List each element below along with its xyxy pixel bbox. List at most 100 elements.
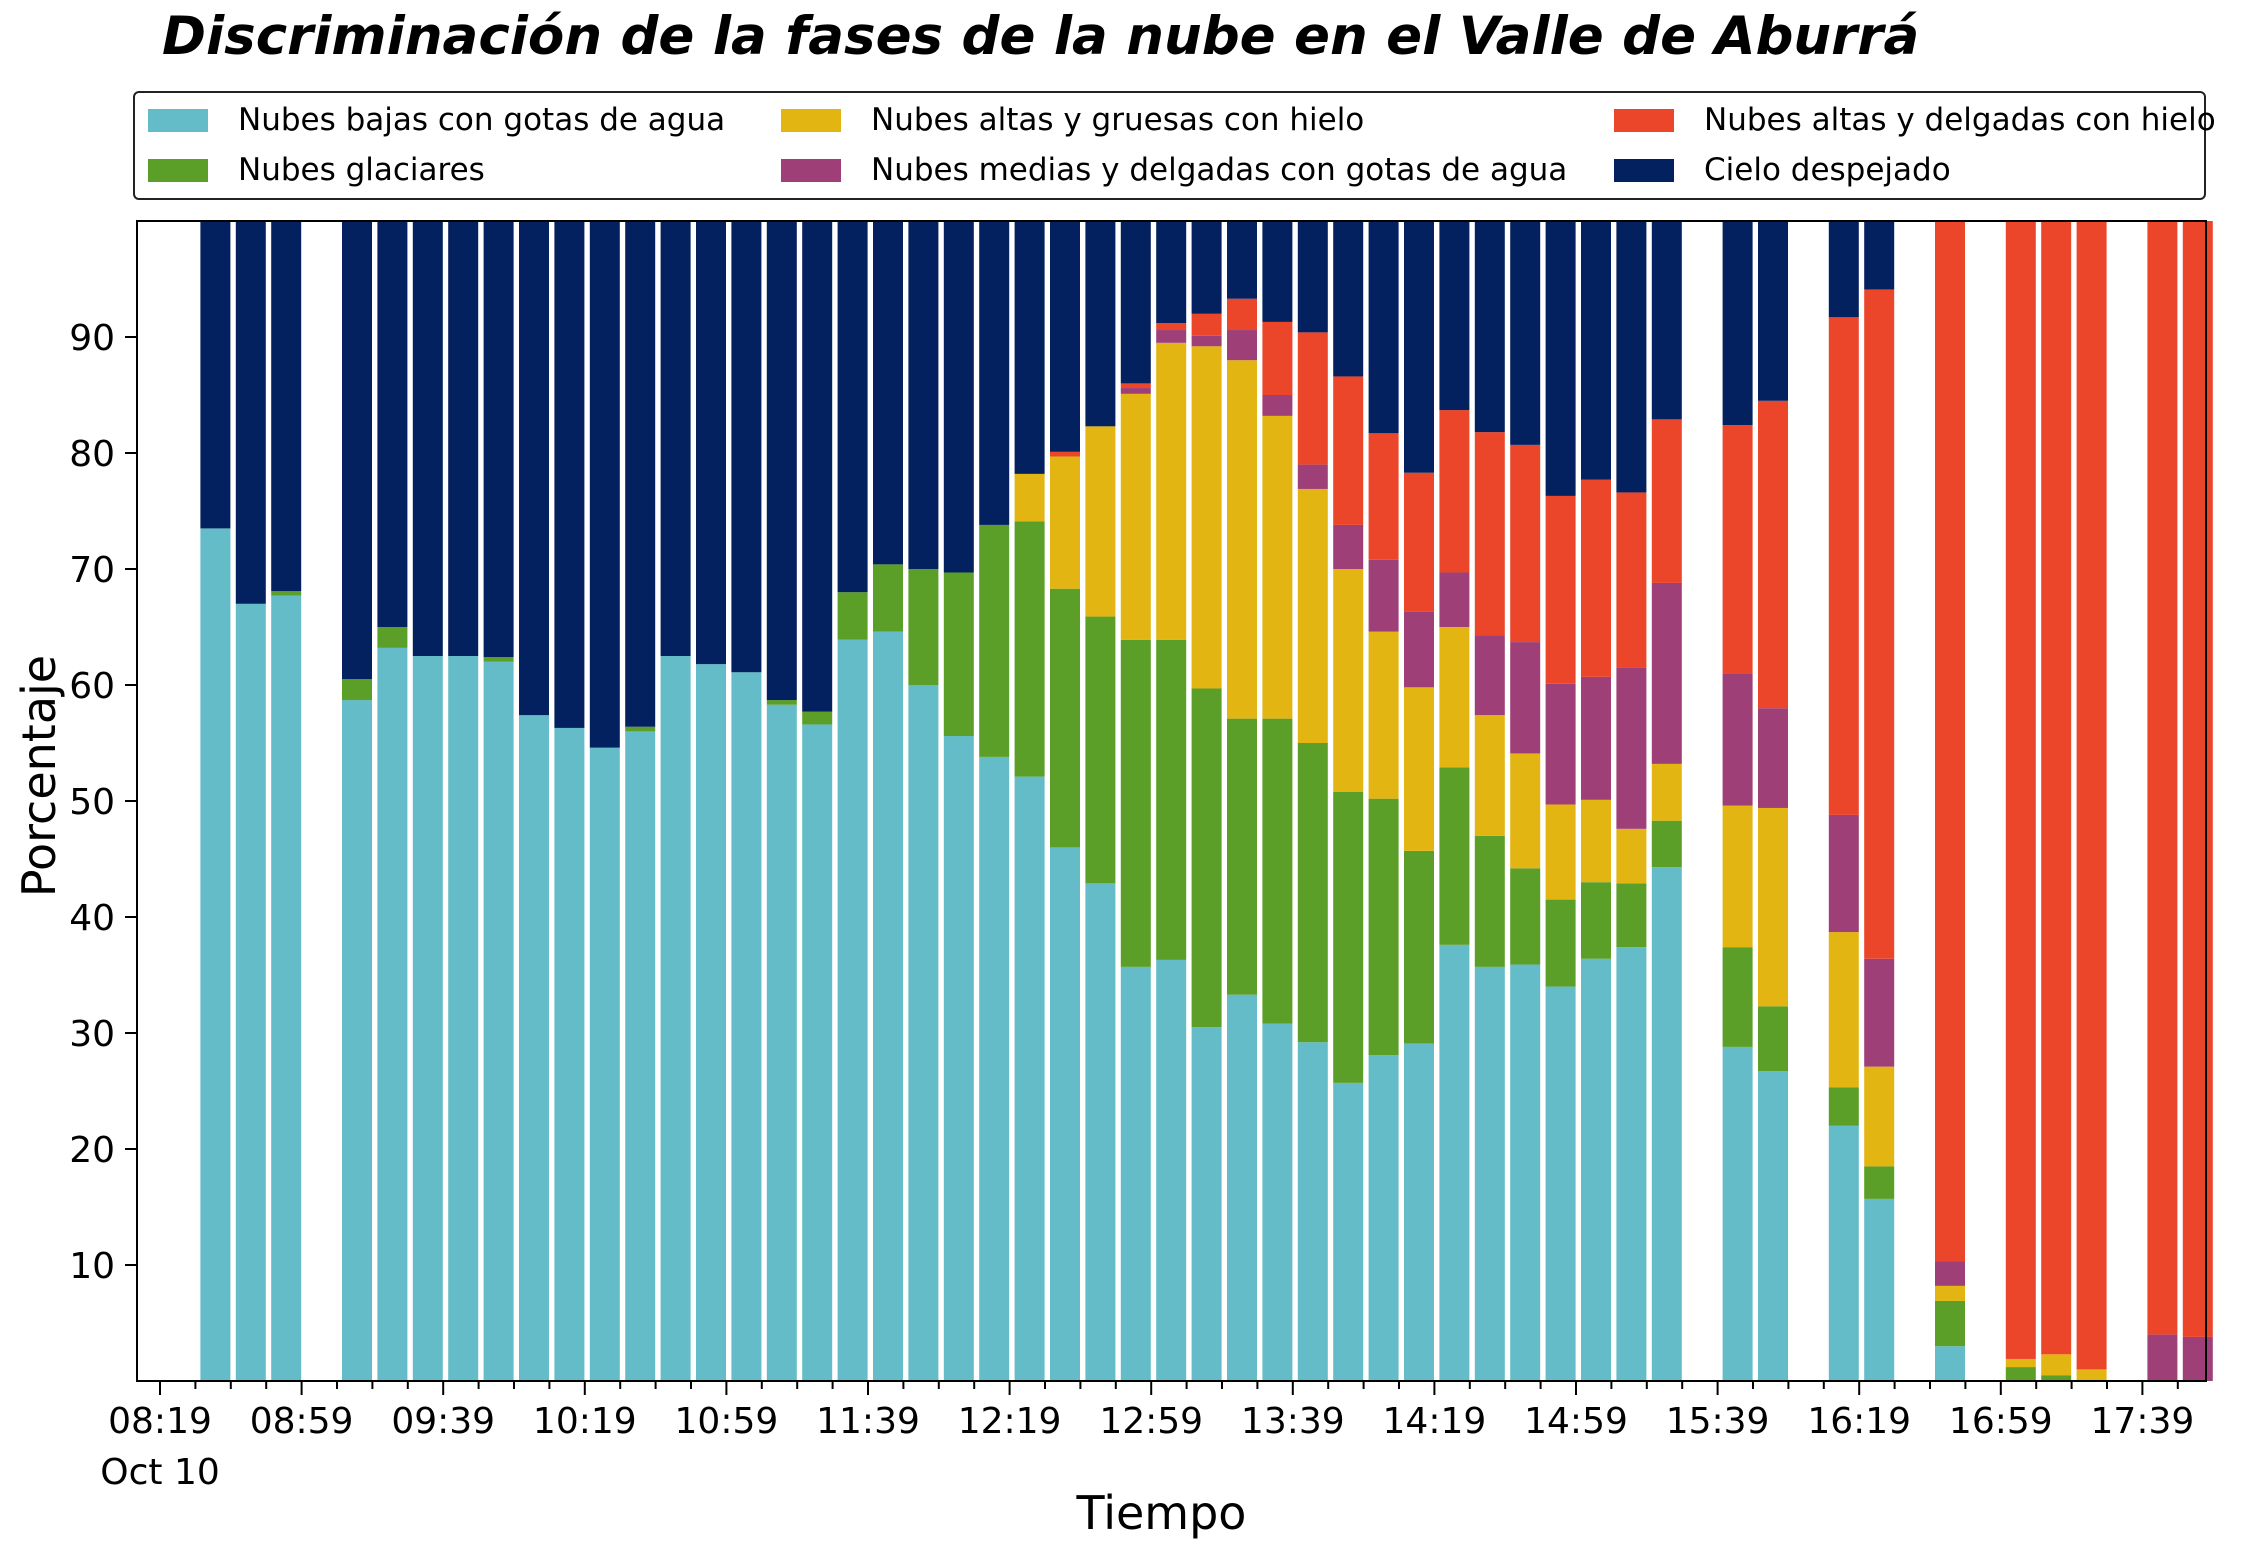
bar-segment bbox=[448, 221, 479, 656]
bar-segment bbox=[483, 657, 514, 662]
bar-segment bbox=[1368, 221, 1399, 434]
bar-segment bbox=[554, 727, 585, 1381]
bar-segment bbox=[979, 756, 1010, 1381]
bar-segment bbox=[1156, 221, 1187, 324]
bar-segment bbox=[2005, 1367, 2036, 1381]
bar-segment bbox=[1156, 959, 1187, 1381]
bar-segment bbox=[873, 631, 903, 1381]
legend-label: Nubes altas y gruesas con hielo bbox=[871, 102, 1365, 138]
bar-segment bbox=[1439, 221, 1470, 411]
bar-segment bbox=[1545, 899, 1576, 987]
bar-segment bbox=[377, 627, 408, 648]
x-tick-label: 14:59 bbox=[1524, 1401, 1628, 1442]
bar-segment bbox=[1828, 932, 1859, 1088]
bar-segment bbox=[2041, 1375, 2072, 1381]
bar-segment bbox=[802, 711, 833, 725]
bar-segment bbox=[2182, 1336, 2213, 1381]
x-tick-label: 13:39 bbox=[1241, 1401, 1345, 1442]
bar-segment bbox=[1368, 559, 1399, 632]
bar-segment bbox=[271, 595, 302, 1381]
bar-segment bbox=[1545, 804, 1576, 900]
bar-segment bbox=[1581, 799, 1611, 883]
y-axis: 10 20 30 40 50 60 70 80 90 bbox=[69, 318, 137, 1287]
bar-segment bbox=[1864, 221, 1895, 290]
legend-label: Cielo despejado bbox=[1704, 152, 1951, 188]
bar-segment bbox=[1864, 1066, 1895, 1167]
bar-segment bbox=[1581, 958, 1611, 1381]
bar-segment bbox=[1935, 221, 1965, 1262]
bar-segment bbox=[1474, 966, 1505, 1381]
bar-segment bbox=[1227, 994, 1257, 1381]
bar-segment bbox=[1616, 221, 1647, 493]
bar-segment bbox=[1545, 221, 1576, 496]
bar-segment bbox=[589, 221, 620, 748]
legend: Nubes bajas con gotas de agua Nubes glac… bbox=[133, 91, 2216, 200]
bar-segment bbox=[589, 747, 620, 1381]
bar-segment bbox=[1474, 221, 1505, 433]
bar-segment bbox=[1651, 867, 1682, 1381]
bar-segment bbox=[483, 661, 514, 1381]
legend-label: Nubes medias y delgadas con gotas de agu… bbox=[871, 152, 1568, 188]
y-tick-label: 30 bbox=[69, 1014, 115, 1055]
x-tick-label: 10:59 bbox=[675, 1401, 779, 1442]
y-tick-label: 50 bbox=[69, 782, 115, 823]
bar-segment bbox=[1333, 524, 1364, 569]
bar-segment bbox=[1581, 479, 1611, 677]
bar-segment bbox=[1191, 688, 1222, 1028]
bar-segment bbox=[660, 221, 691, 656]
bar-segment bbox=[1227, 330, 1257, 361]
bar-segment bbox=[412, 221, 443, 656]
bar-segment bbox=[1050, 588, 1080, 848]
bar-segment bbox=[1262, 395, 1293, 416]
bar-segment bbox=[1439, 944, 1470, 1381]
x-tick-label: 08:59 bbox=[250, 1401, 354, 1442]
y-tick-label: 90 bbox=[69, 318, 115, 359]
bar-segment bbox=[731, 672, 762, 1381]
bar-segment bbox=[1935, 1285, 1965, 1301]
bar-segment bbox=[1474, 835, 1505, 967]
bar-segment bbox=[1227, 360, 1257, 719]
bar-segment bbox=[1050, 847, 1080, 1381]
bar-segment bbox=[1722, 673, 1753, 806]
bar-segment bbox=[1651, 419, 1682, 583]
bar-segment bbox=[1333, 569, 1364, 792]
bar-segment bbox=[1404, 611, 1434, 688]
bar-segment bbox=[1333, 791, 1364, 1083]
plot-frame bbox=[136, 220, 2207, 1382]
bar-segment bbox=[1474, 715, 1505, 836]
bar-segment bbox=[1297, 743, 1328, 1043]
bars-group bbox=[200, 221, 2213, 1381]
bar-segment bbox=[625, 731, 656, 1381]
bar-segment bbox=[1050, 221, 1080, 452]
bar-segment bbox=[625, 726, 656, 732]
bar-segment bbox=[1439, 410, 1470, 573]
bar-segment bbox=[1297, 464, 1328, 489]
bar-segment bbox=[908, 569, 939, 685]
bar-segment bbox=[1616, 947, 1647, 1381]
bar-segment bbox=[1050, 456, 1080, 589]
y-tick-label: 70 bbox=[69, 550, 115, 591]
bar-segment bbox=[377, 221, 408, 627]
bar-segment bbox=[1368, 631, 1399, 799]
legend-item: Nubes altas y delgadas con hielo bbox=[1614, 100, 2216, 140]
bar-segment bbox=[696, 221, 726, 665]
x-tick-label: 12:19 bbox=[958, 1401, 1062, 1442]
bar-segment bbox=[1014, 473, 1045, 522]
bar-segment bbox=[1439, 572, 1470, 627]
bar-segment bbox=[1510, 642, 1541, 754]
bar-segment bbox=[342, 700, 372, 1381]
bar-segment bbox=[1510, 868, 1541, 965]
bar-segment bbox=[1510, 964, 1541, 1381]
bar-segment bbox=[766, 700, 797, 705]
bar-segment bbox=[342, 221, 372, 680]
bar-segment bbox=[1014, 521, 1045, 777]
bar-segment bbox=[2076, 1369, 2107, 1381]
x-tick-label: 17:39 bbox=[2091, 1401, 2195, 1442]
bar-segment bbox=[1085, 426, 1116, 617]
bar-segment bbox=[2076, 221, 2107, 1370]
bar-segment bbox=[943, 736, 974, 1381]
bar-segment bbox=[1297, 221, 1328, 333]
bar-segment bbox=[1581, 221, 1611, 480]
legend-label: Nubes bajas con gotas de agua bbox=[238, 102, 726, 138]
